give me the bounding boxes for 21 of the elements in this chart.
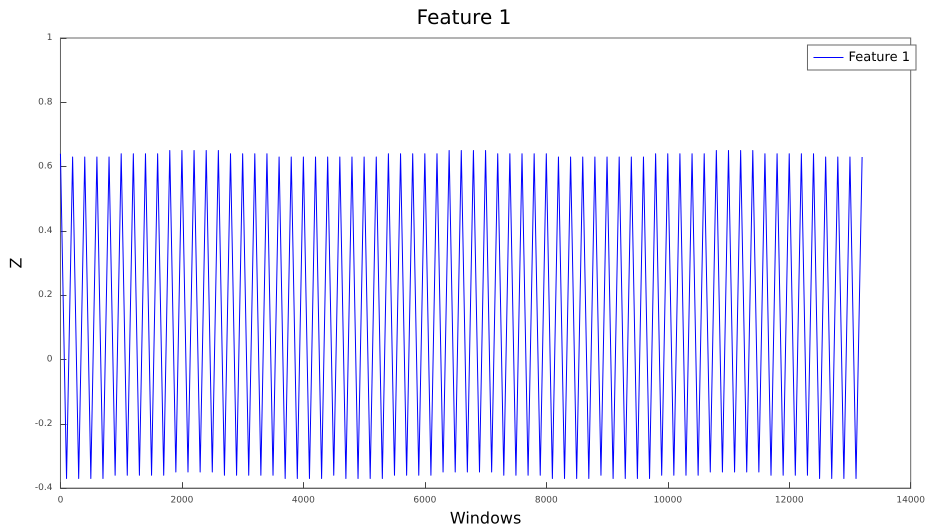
legend-label: Feature 1 — [848, 50, 910, 65]
y-tick-label: 0.6 — [38, 162, 53, 172]
x-tick-label: 10000 — [653, 496, 682, 506]
y-tick-label: 0.8 — [38, 97, 53, 108]
y-axis-title: Z — [6, 258, 26, 269]
y-tick-label: 1 — [46, 33, 52, 43]
line-series — [60, 150, 863, 479]
y-tick-label: -0.4 — [34, 483, 53, 494]
x-tick-label: 2000 — [170, 496, 194, 506]
x-tick-label: 0 — [58, 496, 64, 506]
chart-title: Feature 1 — [416, 5, 512, 29]
y-tick-label: 0.2 — [38, 290, 52, 300]
x-tick-label: 12000 — [774, 496, 804, 506]
x-tick-label: 14000 — [896, 496, 926, 506]
y-tick-label: 0 — [46, 354, 53, 364]
y-tick-label: 0.4 — [38, 226, 53, 236]
x-tick-label: 8000 — [534, 496, 558, 506]
x-tick-label: 4000 — [292, 496, 316, 506]
x-axis-title: Windows — [450, 508, 522, 528]
x-tick-label: 6000 — [413, 496, 437, 506]
y-tick-label: -0.2 — [34, 418, 52, 429]
